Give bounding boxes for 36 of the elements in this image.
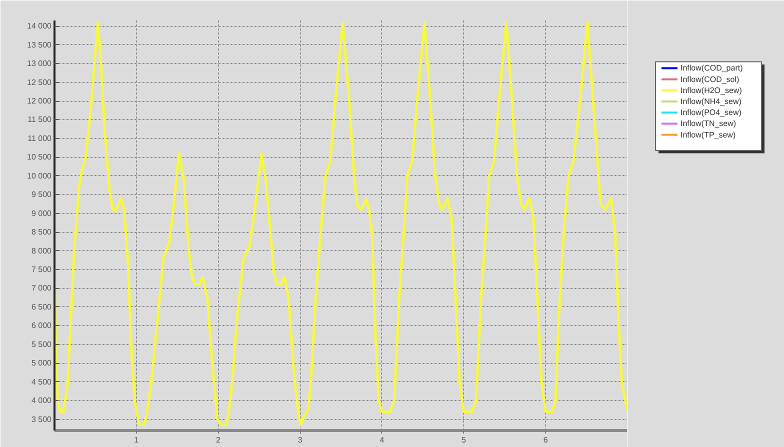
y-tick-label: 10 000 — [27, 171, 52, 180]
y-tick-label: 11 000 — [28, 134, 52, 143]
y-tick-label: 7 500 — [31, 264, 52, 274]
y-tick-label: 14 000 — [27, 22, 52, 31]
y-tick-label: 6 000 — [31, 321, 52, 330]
y-tick-label: 12 000 — [27, 96, 52, 106]
x-tick-label: 5 — [462, 436, 467, 444]
legend-label: Inflow(TP_sew) — [680, 130, 736, 140]
y-tick-label: 8 000 — [31, 246, 52, 256]
x-tick-label: 2 — [216, 436, 221, 444]
y-tick-label: 9 000 — [31, 208, 52, 218]
y-tick-label: 3 500 — [31, 414, 52, 424]
y-tick-label: 12 500 — [27, 78, 52, 87]
y-tick-label: 5 500 — [31, 340, 52, 349]
line-series — [54, 21, 627, 426]
legend-label: Inflow(H2O_sew) — [680, 86, 742, 95]
y-tick-label: 10 500 — [27, 152, 52, 162]
legend-label: Inflow(NH4_sew) — [680, 96, 742, 106]
x-tick-label: 4 — [380, 436, 385, 444]
y-tick-label: 7 000 — [31, 284, 52, 293]
y-tick-label: 4 000 — [31, 396, 52, 406]
legend-label: Inflow(COD_sol) — [680, 74, 740, 84]
y-tick-label: 4 500 — [31, 377, 52, 386]
y-tick-label: 8 500 — [31, 228, 52, 237]
y-tick-label: 5 000 — [31, 358, 52, 368]
legend-label: Inflow(TN_sew) — [680, 119, 736, 128]
y-tick-label: 13 500 — [27, 40, 52, 50]
legend-label: Inflow(PO4_sew) — [680, 108, 742, 118]
x-tick-label: 6 — [543, 436, 548, 444]
y-tick-label: 6 500 — [31, 302, 52, 312]
y-tick-label: 13 000 — [27, 59, 52, 68]
y-tick-label: 9 500 — [31, 190, 52, 200]
legend-label: Inflow(COD_part) — [680, 64, 744, 73]
x-tick-label: 3 — [298, 436, 303, 444]
x-tick-label: 1 — [134, 436, 140, 444]
y-tick-label: 11 500 — [28, 115, 52, 124]
